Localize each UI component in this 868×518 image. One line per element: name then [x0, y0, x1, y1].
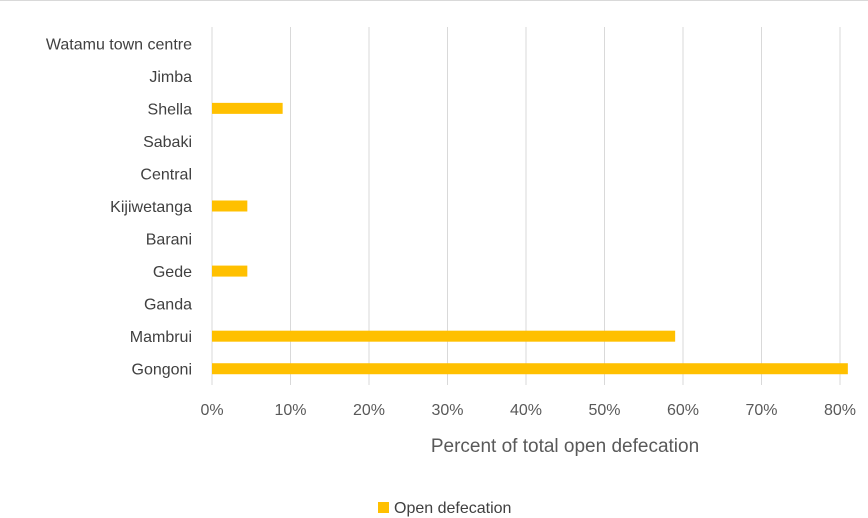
x-tick-label: 30%	[431, 402, 463, 419]
category-label: Jimba	[149, 69, 192, 86]
x-axis-title: Percent of total open defecation	[431, 436, 699, 457]
legend-swatch	[378, 502, 389, 513]
category-label: Kijiwetanga	[110, 199, 192, 216]
category-label: Watamu town centre	[46, 36, 192, 53]
top-border	[0, 0, 868, 1]
legend: Open defecation	[378, 500, 511, 517]
category-label: Central	[140, 166, 192, 183]
bar	[212, 363, 848, 375]
x-tick-label: 0%	[200, 402, 223, 419]
category-label: Barani	[146, 232, 192, 249]
category-label: Sabaki	[143, 134, 192, 151]
x-tick-label: 10%	[274, 402, 306, 419]
bar	[212, 330, 676, 342]
bar	[212, 265, 248, 277]
x-tick-label: 70%	[745, 402, 777, 419]
x-tick-label: 80%	[824, 402, 856, 419]
category-label: Mambrui	[130, 329, 192, 346]
x-tick-label: 40%	[510, 402, 542, 419]
legend-label: Open defecation	[394, 500, 511, 517]
x-tick-label: 60%	[667, 402, 699, 419]
x-tick-label: 20%	[353, 402, 385, 419]
category-labels: Watamu town centre Jimba Shella Sabaki Centr…	[46, 36, 192, 378]
x-tick-label: 50%	[588, 402, 620, 419]
bar	[212, 102, 283, 114]
x-tick-labels: 0% 10% 20% 30% 40% 50% 60% 70% 80%	[200, 402, 856, 419]
category-label: Ganda	[144, 297, 192, 314]
bars	[212, 102, 848, 375]
category-label: Gongoni	[132, 362, 193, 379]
category-label: Shella	[148, 101, 193, 118]
gridlines	[211, 27, 841, 385]
bar	[212, 200, 248, 212]
category-label: Gede	[153, 264, 192, 281]
